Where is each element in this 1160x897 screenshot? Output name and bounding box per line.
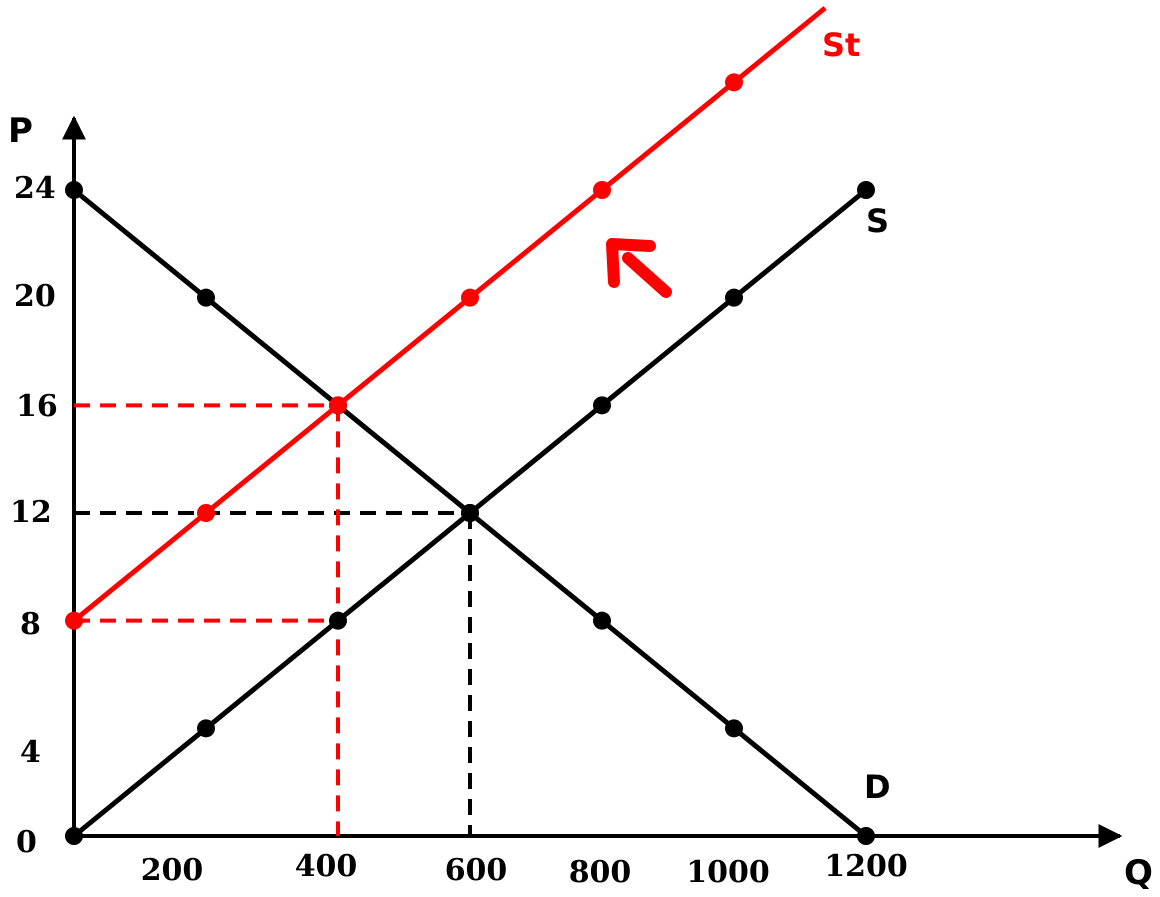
data-point-s [329, 611, 347, 630]
data-point-s [593, 396, 611, 415]
data-point-s [725, 288, 743, 307]
y-tick-label: 24 [14, 171, 56, 206]
curve-label-d: D [864, 768, 891, 806]
data-point-d [857, 827, 875, 845]
data-point-d [725, 719, 743, 738]
dashed-guides [74, 403, 472, 836]
data-point-s [461, 504, 479, 522]
data-point-s [857, 181, 875, 199]
data-point-d [197, 288, 215, 307]
y-tick-labels: 0 4 8 12 16 20 24 [10, 171, 58, 860]
curve-label-st: St [822, 26, 860, 64]
x-tick-label: 800 [569, 855, 632, 890]
y-tick-label: 12 [10, 495, 52, 530]
data-point-d [65, 181, 83, 199]
x-tick-label: 1000 [686, 855, 770, 890]
data-point-st [65, 611, 83, 630]
x-tick-label: 1200 [824, 849, 908, 884]
data-point-s [197, 719, 215, 738]
x-tick-labels: 200 400 600 800 1000 1200 [141, 849, 908, 890]
y-tick-label: 4 [20, 735, 41, 770]
shift-arrow-icon [606, 238, 672, 298]
data-point-s [65, 827, 83, 845]
x-tick-label: 200 [141, 853, 204, 888]
data-point-st [329, 396, 347, 415]
data-point-st [197, 504, 215, 522]
curves [65, 6, 875, 845]
y-axis-label: P [8, 111, 33, 151]
data-point-st [461, 288, 479, 307]
data-point-st [593, 181, 611, 199]
x-axis-label: Q [1124, 853, 1153, 893]
x-tick-label: 400 [295, 849, 358, 884]
y-tick-label: 20 [14, 279, 56, 314]
y-tick-label: 16 [16, 389, 58, 424]
x-tick-label: 600 [445, 853, 508, 888]
curve-label-s: S [866, 202, 889, 240]
y-tick-label: 8 [20, 607, 41, 642]
y-tick-label: 0 [16, 825, 37, 860]
data-point-d [593, 611, 611, 630]
data-point-st [725, 73, 743, 92]
